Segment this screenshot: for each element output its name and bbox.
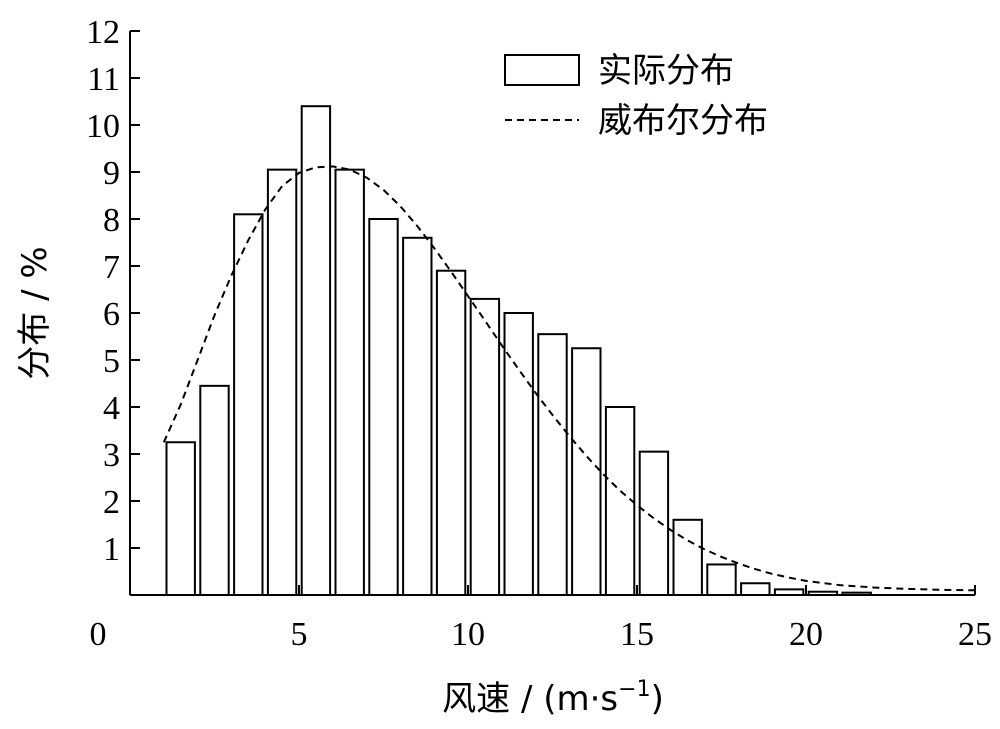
y-tick-label: 4 [103,390,120,427]
bar [604,406,636,596]
y-tick-label: 3 [103,437,120,474]
legend-swatch-bar [504,54,580,86]
bar [638,450,670,596]
x-tick-label: 15 [620,616,654,653]
y-axis-label: 分布 / % [15,246,55,379]
y-tick-label: 8 [103,202,120,239]
bar [334,168,365,596]
bar [706,563,737,597]
bar [740,582,771,596]
y-tick-label: 9 [103,155,120,192]
bar [300,105,332,596]
bar [537,333,568,596]
x-tick-label: 25 [958,616,992,653]
x-tick-label: 20 [789,616,823,653]
x-tick-label: 0 [90,616,107,653]
x-tick-label: 10 [451,616,485,653]
legend-label-line: 威布尔分布 [598,101,768,141]
bar [571,347,602,596]
bar [165,441,196,596]
y-tick-label: 2 [103,484,120,521]
y-tick-label: 11 [87,61,120,98]
y-tick-label: 1 [103,531,120,568]
bar [469,297,501,596]
x-ticks: 0 5 10 15 20 25 [90,585,992,653]
bar [233,213,264,597]
bar [199,384,230,596]
x-tick-label: 5 [291,616,308,653]
bar [266,168,298,596]
y-tick-label: 5 [103,343,120,380]
y-tick-label: 6 [103,296,120,333]
bar [672,518,703,596]
x-axis-label: 风速 / (m·s−1) [442,677,664,719]
weibull-curve [162,165,976,592]
bar-series [165,105,872,597]
bar [435,269,467,596]
legend: 实际分布 威布尔分布 [504,51,768,141]
bar [402,236,433,597]
y-tick-label: 12 [86,14,120,51]
legend-label-bar: 实际分布 [598,51,734,91]
bar [368,218,399,596]
y-tick-label: 10 [86,108,120,145]
plot-area [162,105,976,597]
y-tick-label: 7 [103,249,120,286]
